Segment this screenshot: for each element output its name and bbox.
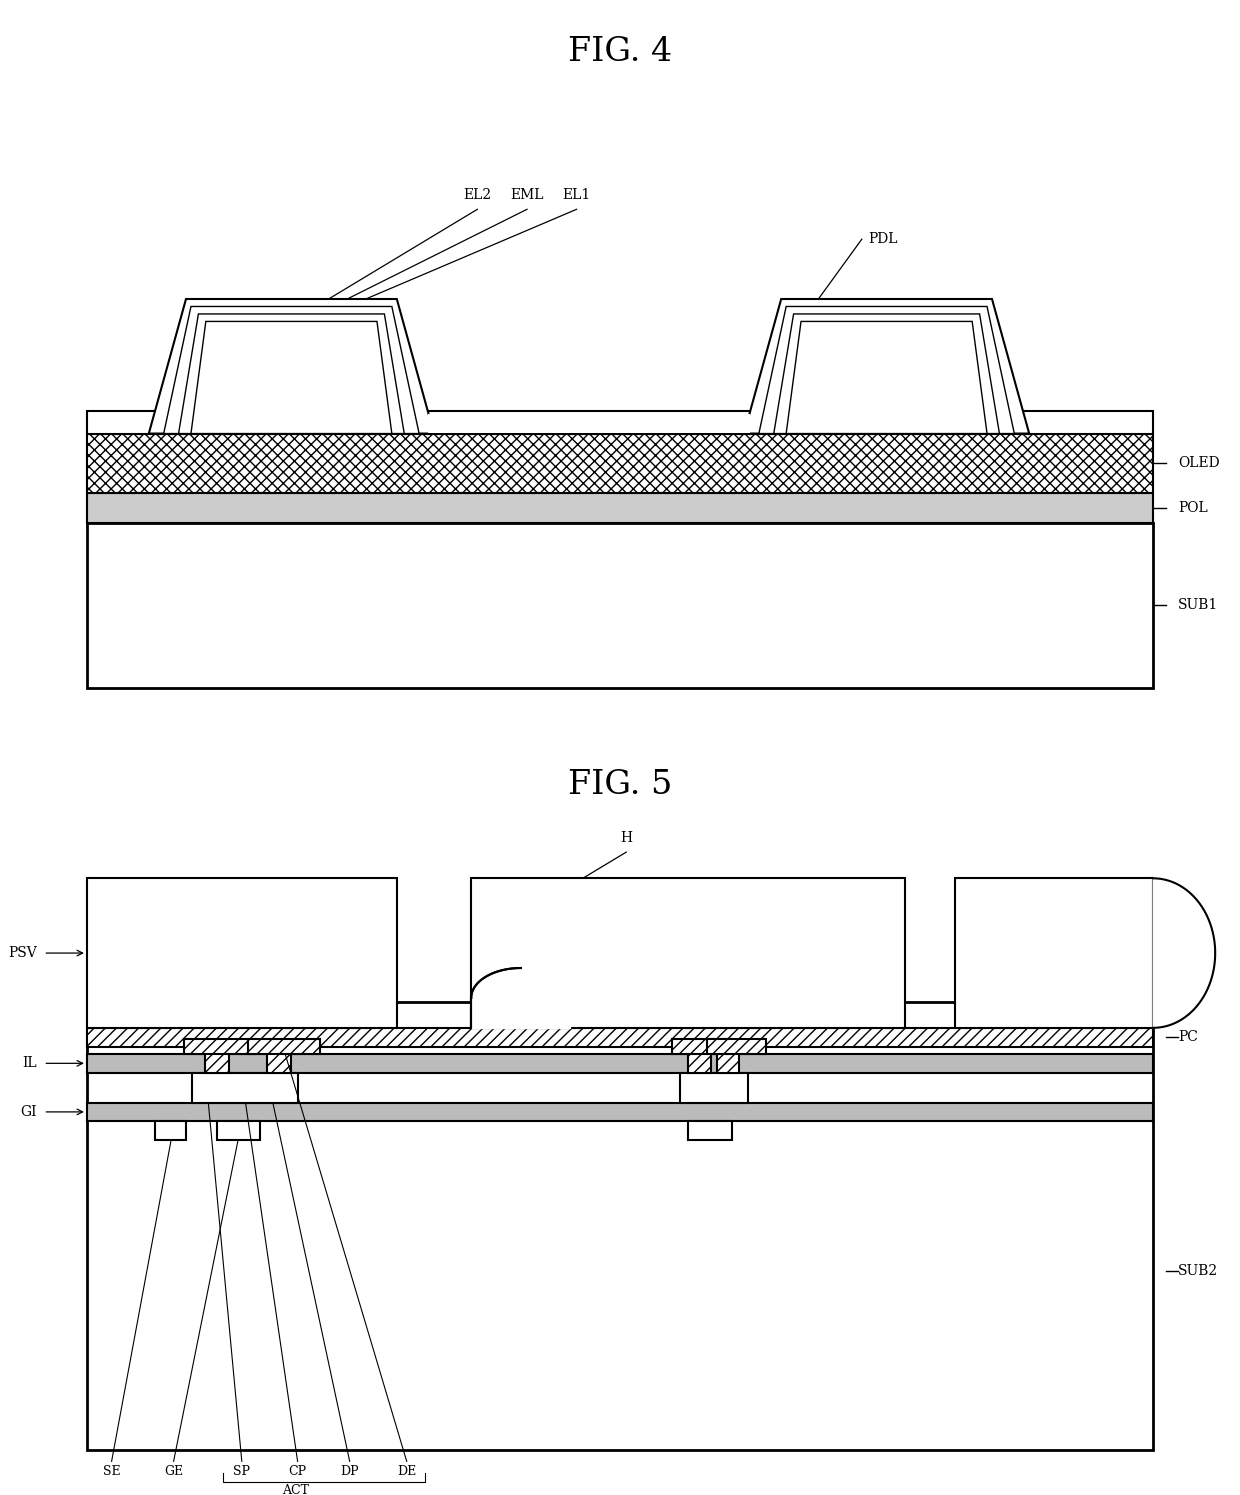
Text: ACT: ACT [281,1483,309,1495]
Bar [87,434,1153,493]
Polygon shape [164,306,419,434]
Bar [688,1046,711,1073]
Bar [217,1121,260,1139]
Text: DP: DP [340,1465,360,1479]
Text: PC: PC [1178,1030,1198,1044]
Bar [87,879,397,1029]
Text: SP: SP [233,1465,250,1479]
Bar [155,1121,186,1139]
Polygon shape [1153,879,1215,1029]
Polygon shape [759,306,1014,434]
Bar [205,1046,229,1073]
Text: IL: IL [22,1055,37,1070]
Polygon shape [786,321,987,434]
Polygon shape [191,321,392,434]
Text: SUB2: SUB2 [1178,1263,1218,1278]
Bar [87,1054,1153,1073]
Bar [87,411,1153,434]
Bar [192,1073,298,1103]
Polygon shape [471,999,570,1029]
Bar [267,1046,291,1073]
Text: EL1: EL1 [563,188,590,202]
Bar [87,1029,1153,1046]
Polygon shape [149,299,434,434]
Polygon shape [774,314,999,434]
Text: GI: GI [21,1105,37,1118]
Bar [471,879,905,1029]
Bar [672,1039,732,1054]
Bar [680,1073,748,1103]
Polygon shape [744,299,1029,434]
Bar [87,1002,1153,1450]
Text: FIG. 5: FIG. 5 [568,768,672,801]
Text: H: H [620,831,632,845]
Bar [717,1046,739,1073]
Text: PDL: PDL [868,232,898,247]
Bar [248,1039,320,1054]
Polygon shape [179,314,404,434]
Bar [707,1039,766,1054]
Text: SE: SE [103,1465,120,1479]
Bar [87,523,1153,688]
Text: DE: DE [397,1465,417,1479]
Text: PSV: PSV [9,946,37,960]
Text: POL: POL [1178,501,1208,516]
Text: SUB1: SUB1 [1178,598,1218,613]
Bar [184,1039,255,1054]
Text: OLED: OLED [1178,456,1220,471]
Bar [87,1103,1153,1121]
Text: FIG. 4: FIG. 4 [568,36,672,69]
Bar [87,493,1153,523]
Bar [688,1121,732,1139]
Text: GE: GE [164,1465,184,1479]
Bar [955,879,1153,1029]
Text: CP: CP [289,1465,306,1479]
Text: EML: EML [510,188,544,202]
Bar [428,414,750,434]
Text: EL2: EL2 [464,188,491,202]
